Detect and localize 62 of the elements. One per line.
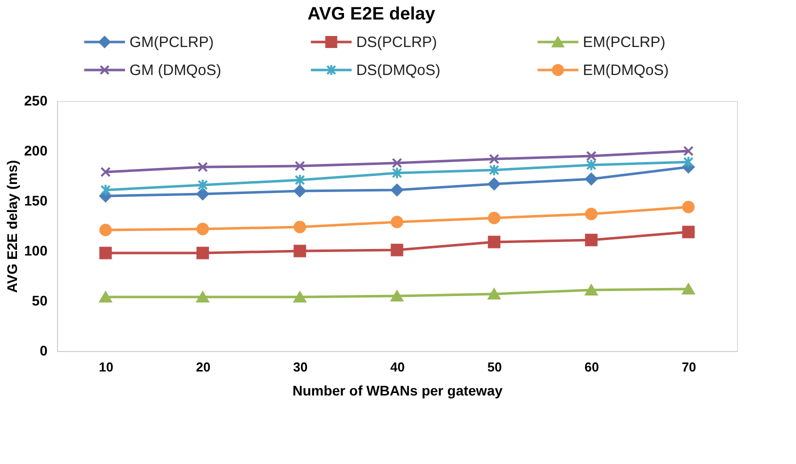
x-tick-label: 20 <box>196 360 210 374</box>
point <box>488 164 500 176</box>
y-axis-title: AVG E2E delay (ms) <box>4 160 20 293</box>
point <box>390 244 404 256</box>
legend-label: GM(PCLRP) <box>130 34 214 51</box>
y-tick-label: 200 <box>24 142 48 158</box>
point <box>390 216 404 228</box>
point <box>198 178 208 192</box>
point <box>99 224 112 236</box>
y-tick-label: 0 <box>40 342 48 358</box>
point <box>392 158 402 168</box>
point <box>682 226 695 238</box>
point <box>294 244 306 258</box>
point <box>585 234 598 246</box>
y-tick-label: 100 <box>24 242 48 258</box>
x-tick-label: 70 <box>682 360 696 374</box>
point <box>586 150 596 162</box>
y-tick-label: 50 <box>32 292 48 308</box>
y-tick-label: 250 <box>24 92 48 108</box>
y-tick-label: 150 <box>24 192 48 208</box>
point <box>682 200 695 214</box>
point <box>488 288 500 300</box>
x-tick-label: 30 <box>293 360 308 374</box>
point <box>683 156 694 168</box>
point <box>196 291 209 303</box>
x-tick-label: 60 <box>584 360 600 374</box>
point <box>488 236 500 248</box>
legend-label: GM (DMQoS) <box>130 62 222 79</box>
x-tick-label: 40 <box>390 360 405 374</box>
legend-label: DS(PCLRP) <box>356 34 438 51</box>
point <box>100 184 111 196</box>
legend-label: DS(DMQoS) <box>356 62 440 79</box>
point <box>392 166 402 180</box>
point <box>294 184 306 198</box>
point <box>586 158 596 172</box>
point <box>390 184 404 196</box>
point <box>682 283 695 295</box>
point <box>100 166 111 178</box>
x-tick-label: 10 <box>98 360 114 374</box>
x-tick-label: 50 <box>487 360 502 374</box>
point <box>196 188 209 200</box>
x-axis-title: Number of WBANs per gateway <box>292 382 503 398</box>
point <box>488 212 500 224</box>
legend-label: EM(PCLRP) <box>582 34 666 51</box>
point <box>294 160 306 172</box>
point <box>390 290 404 302</box>
point <box>294 174 306 186</box>
point <box>488 154 500 164</box>
point <box>99 246 112 260</box>
point <box>198 162 208 172</box>
point <box>196 246 209 260</box>
point <box>196 222 209 236</box>
chart-title: AVG E2E delay <box>307 4 436 24</box>
point <box>585 284 598 296</box>
point <box>585 208 598 220</box>
point <box>488 178 500 190</box>
point <box>294 220 306 234</box>
point <box>294 291 306 303</box>
point <box>99 291 112 303</box>
point <box>585 172 598 186</box>
point <box>683 146 694 156</box>
legend-label: EM(DMQoS) <box>582 62 669 79</box>
